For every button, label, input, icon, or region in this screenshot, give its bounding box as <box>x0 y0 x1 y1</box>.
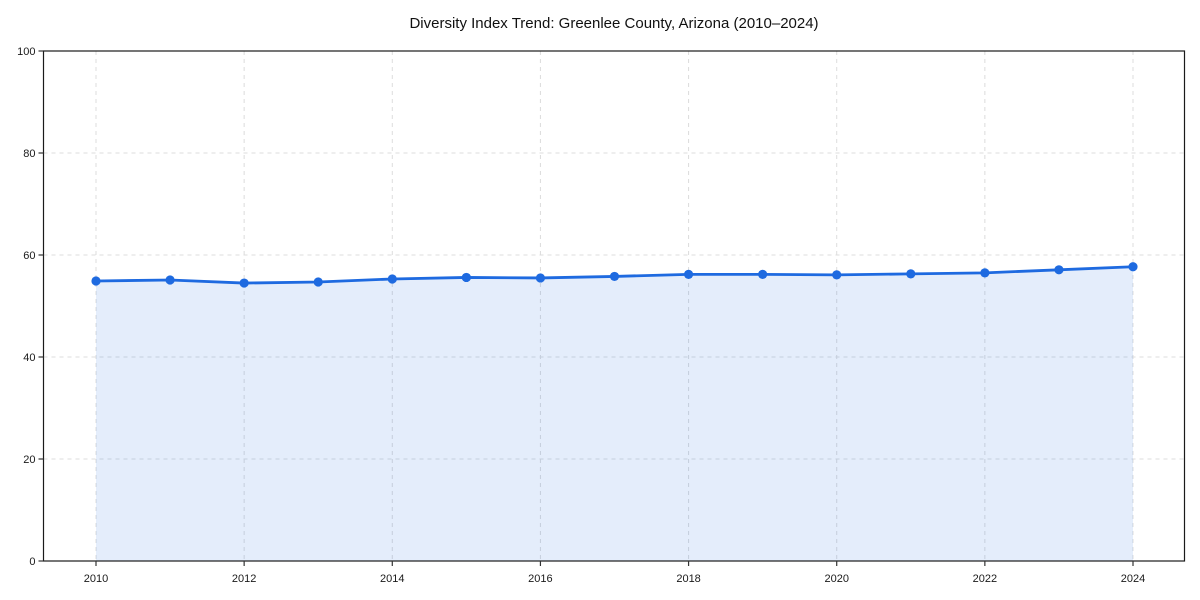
plot-area: 0 20 40 60 80 100 2010 2012 2014 2016 2018 2020 2022… <box>17 46 1186 585</box>
data-point-2014 <box>387 274 397 284</box>
y-tick-label: 0 <box>29 556 35 568</box>
data-point-2023 <box>1054 265 1064 275</box>
plot-border <box>42 50 1186 562</box>
data-point-2017 <box>609 271 620 282</box>
x-tick-label: 2010 <box>84 573 108 585</box>
data-point-2019 <box>758 269 768 279</box>
x-tick-label: 2024 <box>1121 573 1145 585</box>
data-point-2024 <box>1128 262 1138 272</box>
y-tick-label: 40 <box>23 352 35 364</box>
data-point-2021 <box>906 269 916 279</box>
area-fill <box>96 266 1133 561</box>
data-point-2013 <box>313 277 323 287</box>
data-point-2012 <box>239 278 249 288</box>
y-tick-label: 100 <box>17 46 35 58</box>
x-tick-label: 2014 <box>380 573 404 585</box>
x-tick-label: 2020 <box>824 573 848 585</box>
data-point-2011 <box>165 275 175 285</box>
data-point-2010 <box>91 276 101 286</box>
chart-title: Diversity Index Trend: Greenlee County, … <box>409 15 818 32</box>
x-tick-label: 2018 <box>676 573 700 585</box>
y-tick-label: 60 <box>23 250 35 262</box>
y-tick-label: 80 <box>23 148 35 160</box>
data-point-2016 <box>535 273 546 283</box>
x-tick-label: 2012 <box>232 573 256 585</box>
data-point-2020 <box>832 270 842 280</box>
y-tick-label: 20 <box>23 454 35 466</box>
data-point-2015 <box>461 272 471 283</box>
data-point-2022 <box>980 268 990 278</box>
x-tick-label: 2022 <box>973 573 997 585</box>
data-point-2018 <box>683 269 694 279</box>
x-tick-label: 2016 <box>528 573 552 585</box>
